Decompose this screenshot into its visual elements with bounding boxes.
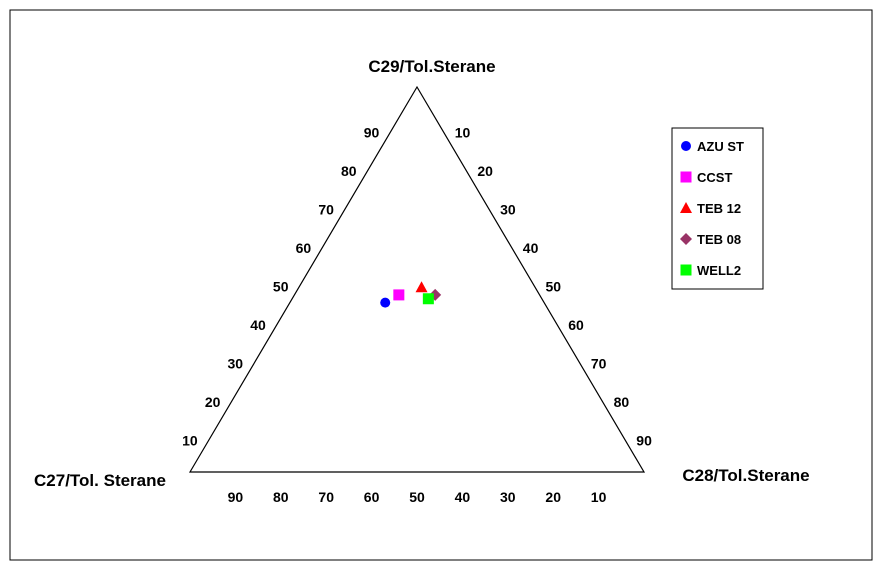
tick-label-bottom: 50 — [409, 489, 425, 505]
tick-label-right: 40 — [523, 240, 539, 256]
tick-labels-right: 10 20 30 40 50 60 70 80 90 — [455, 125, 652, 449]
vertex-title-right: C28/Tol.Sterane — [682, 466, 809, 485]
tick-label-bottom: 60 — [364, 489, 380, 505]
legend-marker-teb-12 — [680, 202, 692, 213]
tick-label-right: 70 — [591, 356, 607, 372]
data-point-well2 — [422, 293, 434, 305]
tick-label-right: 60 — [568, 317, 584, 333]
tick-label-bottom: 80 — [273, 489, 289, 505]
tick-label-bottom: 90 — [228, 489, 244, 505]
tick-label-bottom: 30 — [500, 489, 516, 505]
data-points — [380, 281, 442, 308]
tick-label-left: 20 — [205, 394, 221, 410]
tick-label-right: 80 — [614, 394, 630, 410]
tick-label-right: 10 — [455, 125, 471, 141]
tick-label-bottom: 70 — [318, 489, 334, 505]
legend: AZU ST CCST TEB 12 TEB 08 WELL2 — [671, 127, 764, 290]
legend-marker-ccst — [680, 171, 692, 183]
tick-label-left: 30 — [228, 356, 244, 372]
plot-area-border — [9, 9, 873, 561]
data-point-teb-12 — [415, 281, 428, 293]
tick-label-left: 80 — [341, 163, 357, 179]
legend-label: CCST — [697, 170, 732, 185]
tick-label-right: 90 — [636, 433, 652, 449]
legend-marker-azu-st — [681, 141, 691, 151]
legend-marker-well2 — [680, 264, 692, 276]
tick-label-right: 50 — [546, 279, 562, 295]
legend-label: AZU ST — [697, 139, 744, 154]
tick-label-left: 40 — [250, 317, 266, 333]
tick-label-left: 50 — [273, 279, 289, 295]
tick-label-left: 90 — [364, 125, 380, 141]
tick-label-left: 70 — [318, 202, 334, 218]
data-point-azu-st — [380, 297, 391, 308]
tick-label-right: 20 — [477, 163, 493, 179]
tick-label-bottom: 40 — [455, 489, 471, 505]
legend-label: TEB 08 — [697, 232, 741, 247]
ternary-triangle — [188, 85, 646, 473]
tick-labels-bottom: 10 20 30 40 50 60 70 80 90 — [228, 489, 607, 505]
legend-label: WELL2 — [697, 263, 741, 278]
vertex-title-top: C29/Tol.Sterane — [368, 57, 495, 76]
vertex-title-left: C27/Tol. Sterane — [34, 471, 166, 490]
tick-label-right: 30 — [500, 202, 516, 218]
tick-label-bottom: 10 — [591, 489, 607, 505]
data-point-ccst — [393, 289, 405, 301]
legend-marker-teb-08 — [680, 233, 692, 245]
tick-label-left: 10 — [182, 433, 198, 449]
tick-labels-left: 10 20 30 40 50 60 70 80 90 — [182, 125, 379, 449]
legend-label: TEB 12 — [697, 201, 741, 216]
tick-label-left: 60 — [296, 240, 312, 256]
tick-label-bottom: 20 — [545, 489, 561, 505]
